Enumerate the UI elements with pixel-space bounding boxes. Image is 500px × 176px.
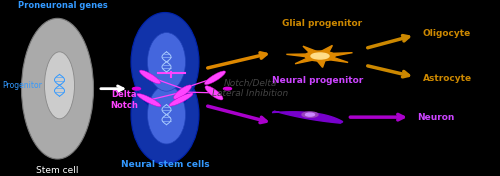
Text: Oligocyte: Oligocyte [422,29,471,38]
Polygon shape [272,111,343,123]
Ellipse shape [140,70,160,84]
Text: Progenitor: Progenitor [2,81,42,90]
Ellipse shape [174,85,192,99]
Ellipse shape [205,86,223,100]
Text: Notch/Delta
Lateral Inhibition: Notch/Delta Lateral Inhibition [212,79,288,98]
Text: Stem cell: Stem cell [36,166,79,175]
Text: Neural progenitor: Neural progenitor [272,76,363,85]
Ellipse shape [148,33,186,91]
Ellipse shape [131,12,199,111]
Text: Delta: Delta [111,90,137,99]
Ellipse shape [204,71,226,85]
Circle shape [305,51,335,61]
Circle shape [311,53,329,59]
Ellipse shape [22,18,94,159]
Text: Notch: Notch [110,101,138,110]
Text: Neural stem cells: Neural stem cells [120,160,210,169]
Text: Neuron: Neuron [418,113,455,122]
Text: Astrocyte: Astrocyte [422,74,472,83]
Circle shape [306,113,314,116]
Circle shape [224,87,232,90]
Text: Glial progenitor: Glial progenitor [282,19,362,28]
Ellipse shape [169,93,193,106]
Ellipse shape [44,52,74,119]
Ellipse shape [131,65,199,164]
Polygon shape [286,45,352,67]
Text: Proneuronal genes: Proneuronal genes [18,1,108,10]
Circle shape [302,112,318,117]
Ellipse shape [148,85,186,144]
Ellipse shape [137,93,161,107]
Circle shape [132,87,140,90]
